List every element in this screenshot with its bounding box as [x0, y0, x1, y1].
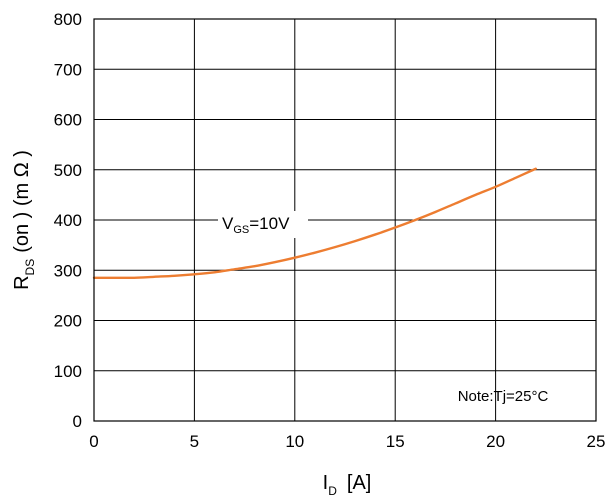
- series-label-background: [218, 211, 308, 238]
- y-tick-label: 600: [54, 111, 82, 130]
- x-tick-label: 5: [190, 432, 199, 451]
- y-tick-label: 400: [54, 211, 82, 230]
- y-tick-label: 200: [54, 312, 82, 331]
- x-tick-label: 25: [587, 432, 606, 451]
- tick-label-layer: 0 5 10 15 20 25 0 100 200 300 400 500 600 700 800: [54, 10, 606, 451]
- series-layer: [92, 167, 537, 280]
- series-label-layer: VGS=10V: [218, 211, 308, 238]
- note-annotation: Note:Tj=25°C: [458, 388, 549, 405]
- grid-layer: [94, 19, 596, 421]
- y-tick-label: 700: [54, 60, 82, 79]
- x-tick-label: 10: [285, 432, 304, 451]
- series-line: [92, 167, 537, 280]
- y-tick-label: 800: [54, 10, 82, 29]
- plot-frame-layer: [93, 18, 597, 422]
- note-text: Note:Tj=25°C: [458, 388, 549, 405]
- y-tick-label: 500: [54, 161, 82, 180]
- x-tick-label: 20: [486, 432, 505, 451]
- x-tick-label: 0: [89, 432, 98, 451]
- y-axis-label: RDS(on ) (m Ω ): [11, 150, 37, 290]
- plot-frame: [93, 18, 597, 422]
- y-tick-label: 0: [73, 412, 82, 431]
- series-label: VGS=10V: [222, 214, 290, 236]
- x-axis-label: ID [A]: [323, 472, 372, 497]
- x-tick-label: 15: [386, 432, 405, 451]
- y-tick-label: 300: [54, 261, 82, 280]
- y-tick-label: 100: [54, 362, 82, 381]
